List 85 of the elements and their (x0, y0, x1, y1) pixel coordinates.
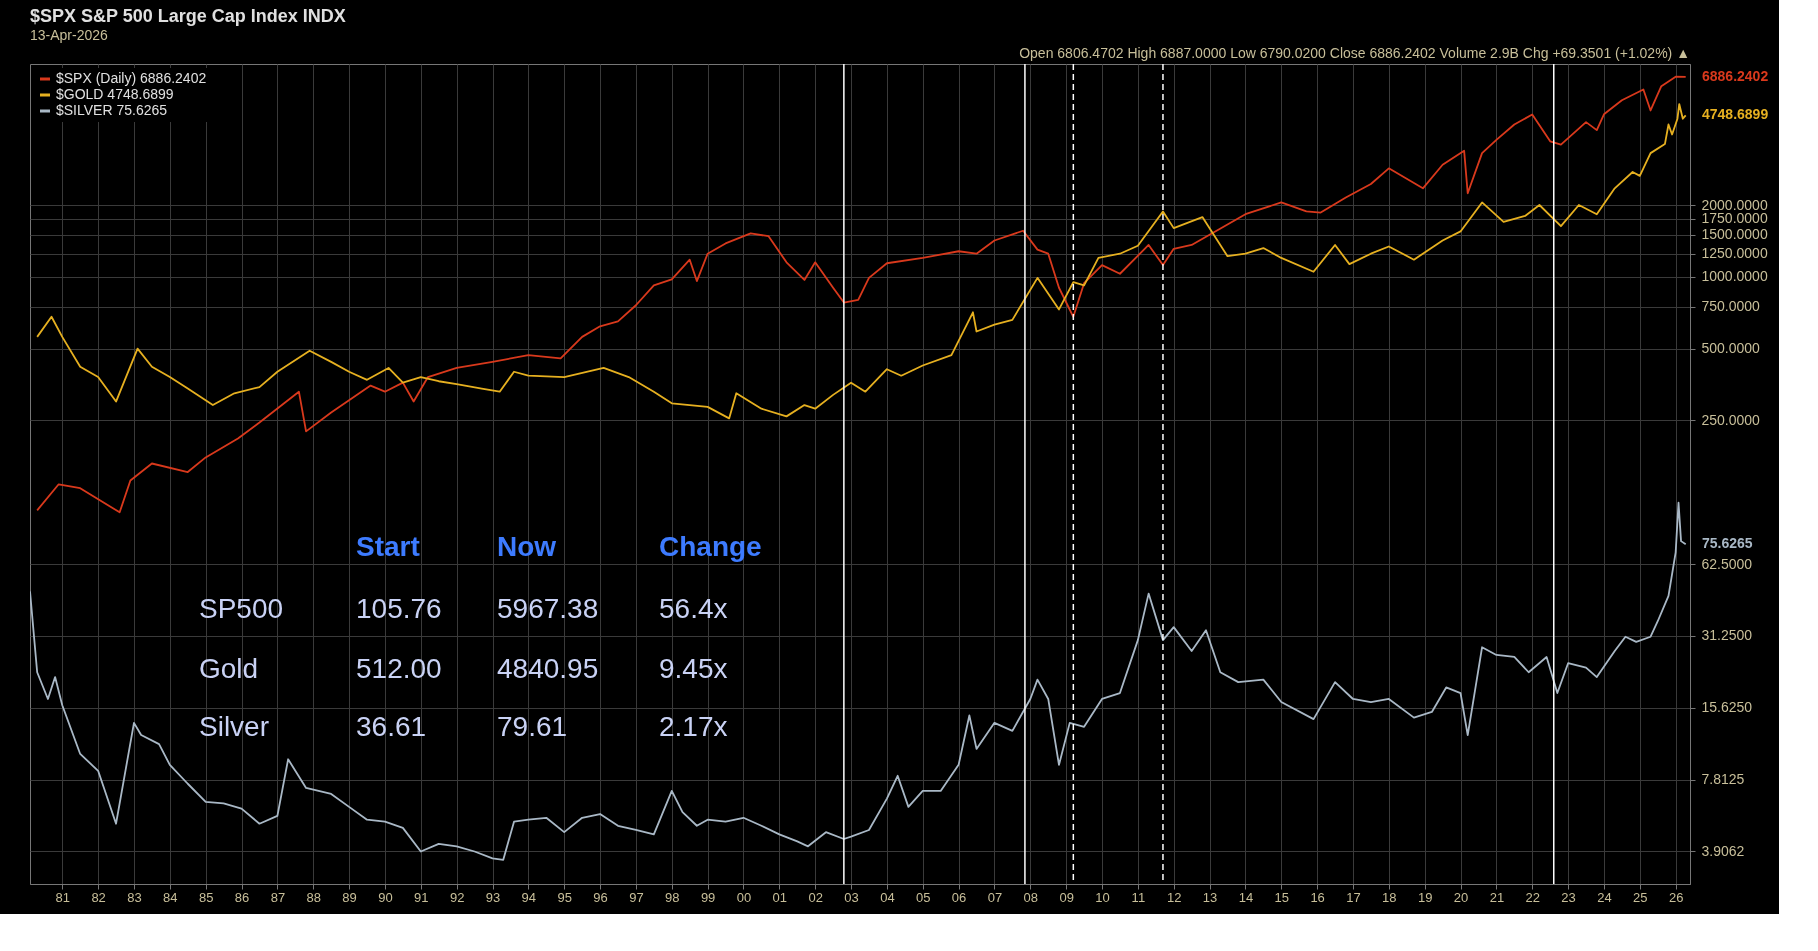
x-tick-label: 16 (1310, 889, 1325, 905)
annotation: Now (497, 531, 557, 562)
x-tick-label: 21 (1489, 889, 1505, 905)
x-tick-label: 02 (808, 889, 823, 905)
x-tick-label: 20 (1453, 889, 1469, 905)
chart-subtitle: 13-Apr-2026 (30, 27, 109, 43)
legend-label: $SILVER 75.6265 (56, 102, 168, 118)
y-tick-label: 31.2500 (1701, 627, 1753, 644)
y-tick-label: 1250.0000 (1701, 245, 1768, 262)
x-tick-label: 15 (1274, 889, 1290, 905)
x-tick-label: 14 (1238, 889, 1254, 905)
x-tick-label: 89 (342, 889, 357, 905)
text: 75.6265 (1702, 535, 1753, 552)
y-tick-label: 2000.0000 (1701, 196, 1768, 213)
y-tick-label: 1750.0000 (1701, 210, 1768, 227)
x-tick-label: 09 (1059, 889, 1074, 905)
x-tick-label: 26 (1668, 889, 1684, 905)
annotation: Silver (199, 710, 270, 742)
x-tick-label: 23 (1561, 889, 1576, 905)
x-tick-label: 86 (234, 889, 250, 905)
x-tick-label: 98 (665, 889, 680, 905)
x-tick-label: 83 (127, 889, 142, 905)
x-tick-label: 81 (55, 889, 70, 905)
x-tick-label: 18 (1382, 889, 1397, 905)
annotation: 36.61 (356, 710, 427, 742)
x-tick-label: 91 (414, 889, 429, 905)
y-tick-label: 3.9062 (1701, 842, 1745, 859)
annotation: SP500 (199, 593, 284, 624)
y-tick-label: 1000.0000 (1701, 268, 1768, 285)
x-tick-label: 08 (1023, 889, 1039, 905)
annotation: 79.61 (497, 710, 568, 742)
line-series (36, 103, 1687, 420)
annotation: 2.17x (659, 710, 728, 742)
annotation: Start (356, 531, 420, 562)
x-tick-label: 07 (987, 889, 1003, 905)
y-tick-label: 1500.0000 (1701, 226, 1768, 243)
x-tick-label: 01 (772, 889, 788, 905)
x-tick-label: 13 (1202, 889, 1218, 905)
x-tick-label: 22 (1525, 889, 1540, 905)
x-tick-label: 95 (557, 889, 572, 905)
annotation: 4840.95 (497, 652, 599, 684)
x-tick-label: 10 (1095, 889, 1110, 905)
x-tick-label: 11 (1131, 889, 1146, 905)
annotation: 512.00 (356, 652, 442, 684)
x-tick-label: 96 (593, 889, 608, 905)
y-tick-label: 500.0000 (1701, 340, 1761, 357)
annotation: Change (659, 531, 762, 562)
x-tick-label: 88 (306, 889, 321, 905)
x-tick-label: 24 (1597, 889, 1612, 905)
y-tick-label: 15.6250 (1701, 699, 1753, 716)
x-tick-label: 00 (736, 889, 752, 905)
x-tick-label: 99 (700, 889, 716, 905)
line-series (30, 501, 1687, 861)
text: Open 6806.4702 High 6887.0000 Low 6790.0200 Close 6886.2402 Volume 2.9B Chg +69.3501 (+1.02%) ▲ (1019, 45, 1690, 61)
legend-label: $GOLD 4748.6899 (56, 86, 174, 102)
x-tick-label: 06 (951, 889, 967, 905)
x-tick-label: 17 (1346, 889, 1361, 905)
y-tick-label: 7.8125 (1701, 771, 1745, 788)
annotation: 5967.38 (497, 593, 599, 624)
x-tick-label: 87 (270, 889, 286, 905)
text: 6886.2402 (1702, 67, 1769, 84)
y-tick-label: 250.0000 (1701, 411, 1761, 428)
x-tick-label: 05 (916, 889, 931, 905)
chart-title: $SPX S&P 500 Large Cap Index INDX (30, 6, 346, 26)
x-tick-label: 12 (1166, 889, 1182, 905)
x-tick-label: 93 (485, 889, 501, 905)
x-tick-label: 04 (880, 889, 895, 905)
x-tick-label: 25 (1633, 889, 1648, 905)
y-tick-label: 62.5000 (1701, 555, 1753, 572)
annotation: 105.76 (356, 593, 442, 624)
y-tick-label: 750.0000 (1701, 298, 1761, 315)
x-tick-label: 84 (163, 889, 178, 905)
annotation: Gold (199, 652, 259, 684)
x-tick-label: 85 (198, 889, 214, 905)
x-tick-label: 94 (521, 889, 537, 905)
x-tick-label: 92 (449, 889, 465, 905)
x-tick-label: 19 (1417, 889, 1433, 905)
x-tick-label: 90 (378, 889, 393, 905)
text: 4748.6899 (1702, 106, 1769, 123)
x-tick-label: 82 (91, 889, 106, 905)
legend-label: $SPX (Daily) 6886.2402 (56, 70, 207, 86)
annotation: 56.4x (659, 593, 728, 624)
annotation: 9.45x (659, 652, 728, 684)
x-tick-label: 03 (844, 889, 859, 905)
x-tick-label: 97 (629, 889, 644, 905)
